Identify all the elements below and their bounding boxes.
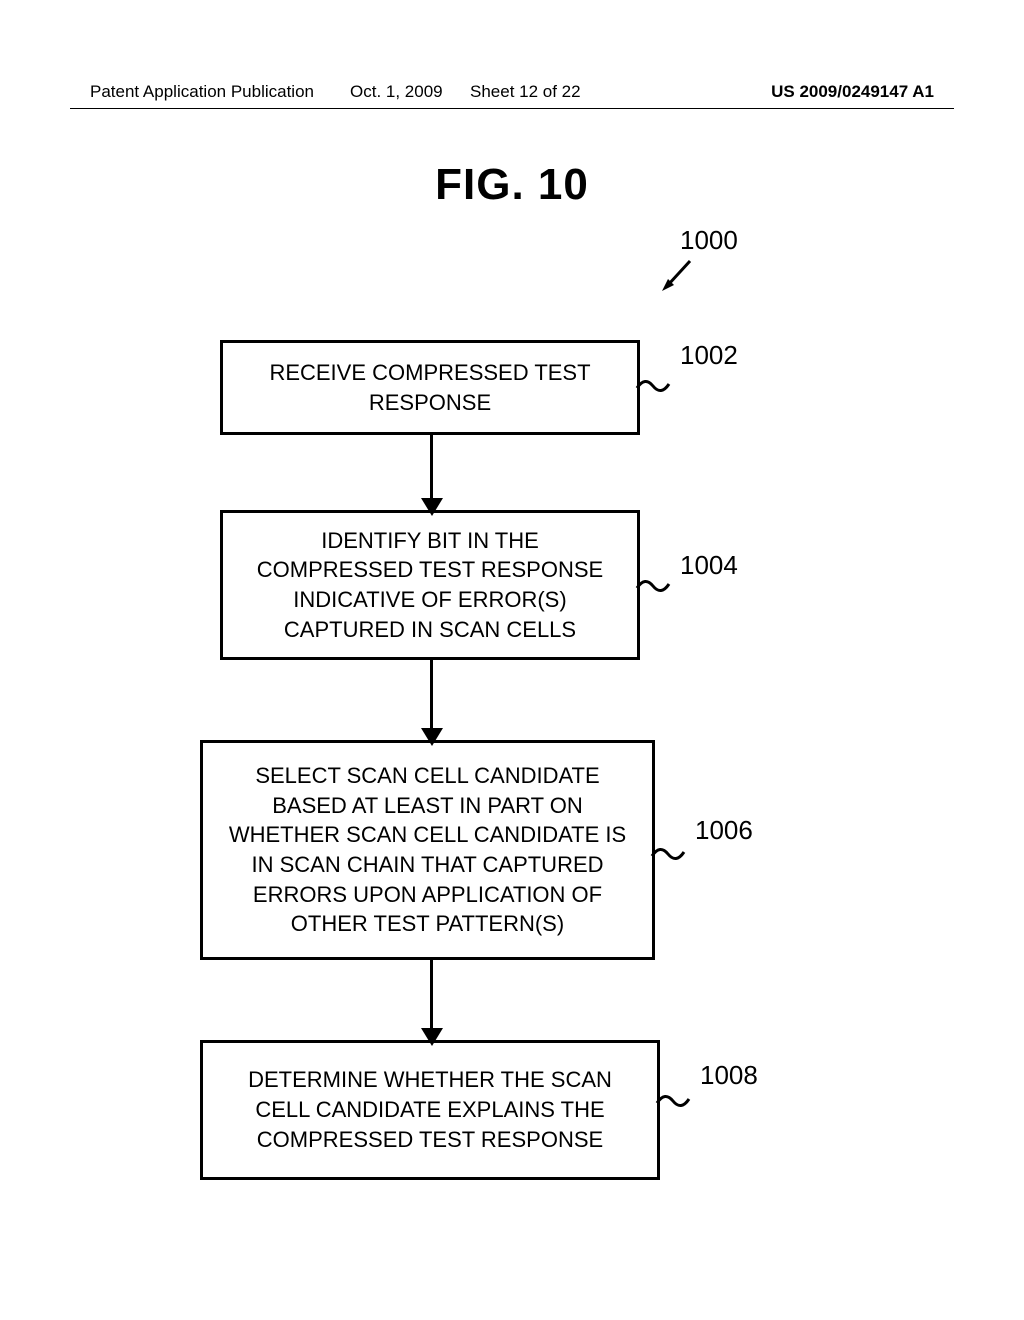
leader-tilde-icon [635,370,675,400]
header-sheet-number: Sheet 12 of 22 [470,82,581,102]
flowchart-step-text: IDENTIFY BIT IN THE COMPRESSED TEST RESP… [243,526,617,645]
reference-numeral-1002: 1002 [680,340,738,371]
flowchart-step-1002: RECEIVE COMPRESSED TEST RESPONSE [220,340,640,435]
flowchart-step-text: RECEIVE COMPRESSED TEST RESPONSE [243,358,617,417]
header-rule [70,108,954,109]
flowchart-step-1004: IDENTIFY BIT IN THE COMPRESSED TEST RESP… [220,510,640,660]
reference-numeral-1004: 1004 [680,550,738,581]
leader-arrow-icon [660,255,700,295]
figure-title: FIG. 10 [0,160,1024,210]
reference-numeral-1000: 1000 [680,225,738,256]
flowchart-step-text: SELECT SCAN CELL CANDIDATE BASED AT LEAS… [223,761,632,939]
header-publication-type: Patent Application Publication [90,82,314,102]
leader-tilde-icon [650,838,690,868]
header-date: Oct. 1, 2009 [350,82,443,102]
reference-numeral-1006: 1006 [695,815,753,846]
flowchart-step-1006: SELECT SCAN CELL CANDIDATE BASED AT LEAS… [200,740,655,960]
leader-tilde-icon [635,570,675,600]
reference-numeral-1008: 1008 [700,1060,758,1091]
leader-tilde-icon [655,1085,695,1115]
page: Patent Application Publication Oct. 1, 2… [0,0,1024,1320]
flowchart-step-text: DETERMINE WHETHER THE SCAN CELL CANDIDAT… [223,1065,637,1154]
header-publication-number: US 2009/0249147 A1 [771,82,934,102]
flowchart-step-1008: DETERMINE WHETHER THE SCAN CELL CANDIDAT… [200,1040,660,1180]
